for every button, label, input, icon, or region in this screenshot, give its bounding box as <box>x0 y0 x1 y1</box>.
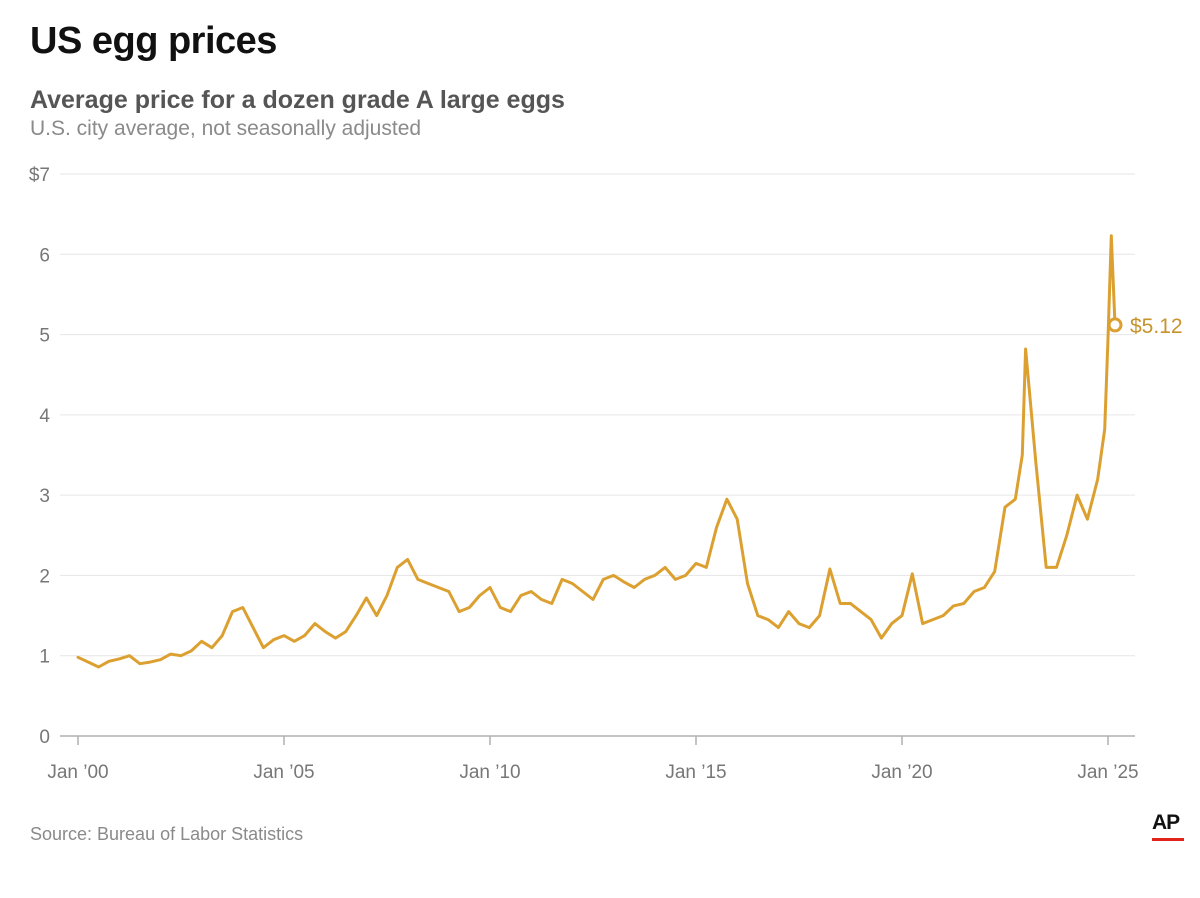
ap-logo-bar <box>1152 838 1184 841</box>
y-tick-label: 0 <box>39 727 50 748</box>
x-tick-label: Jan ’10 <box>459 762 520 783</box>
y-tick-label: 5 <box>39 326 50 347</box>
y-tick-label: $7 <box>29 165 50 186</box>
x-tick-label: Jan ’25 <box>1077 762 1138 783</box>
y-tick-label: 6 <box>39 245 50 266</box>
endpoint-label: $5.12 <box>1130 315 1183 338</box>
price-line <box>76 234 1117 669</box>
source-note: Source: Bureau of Labor Statistics <box>30 824 304 844</box>
ap-logo: AP <box>1152 812 1184 841</box>
endpoint-marker <box>1107 317 1123 333</box>
x-tick-label: Jan ’15 <box>665 762 726 783</box>
x-tick-label: Jan ’20 <box>871 762 932 783</box>
chart-subtitle: Average price for a dozen grade A large … <box>30 86 565 114</box>
y-tick-label: 3 <box>39 486 50 507</box>
y-tick-label: 4 <box>39 406 50 427</box>
ap-logo-text: AP <box>1152 811 1180 834</box>
y-tick-label: 1 <box>39 647 50 668</box>
chart-title: US egg prices <box>30 20 277 62</box>
y-tick-label: 2 <box>39 566 50 587</box>
chart-note: U.S. city average, not seasonally adjust… <box>30 117 422 140</box>
x-tick-label: Jan ’00 <box>47 762 108 783</box>
x-tick-label: Jan ’05 <box>253 762 314 783</box>
